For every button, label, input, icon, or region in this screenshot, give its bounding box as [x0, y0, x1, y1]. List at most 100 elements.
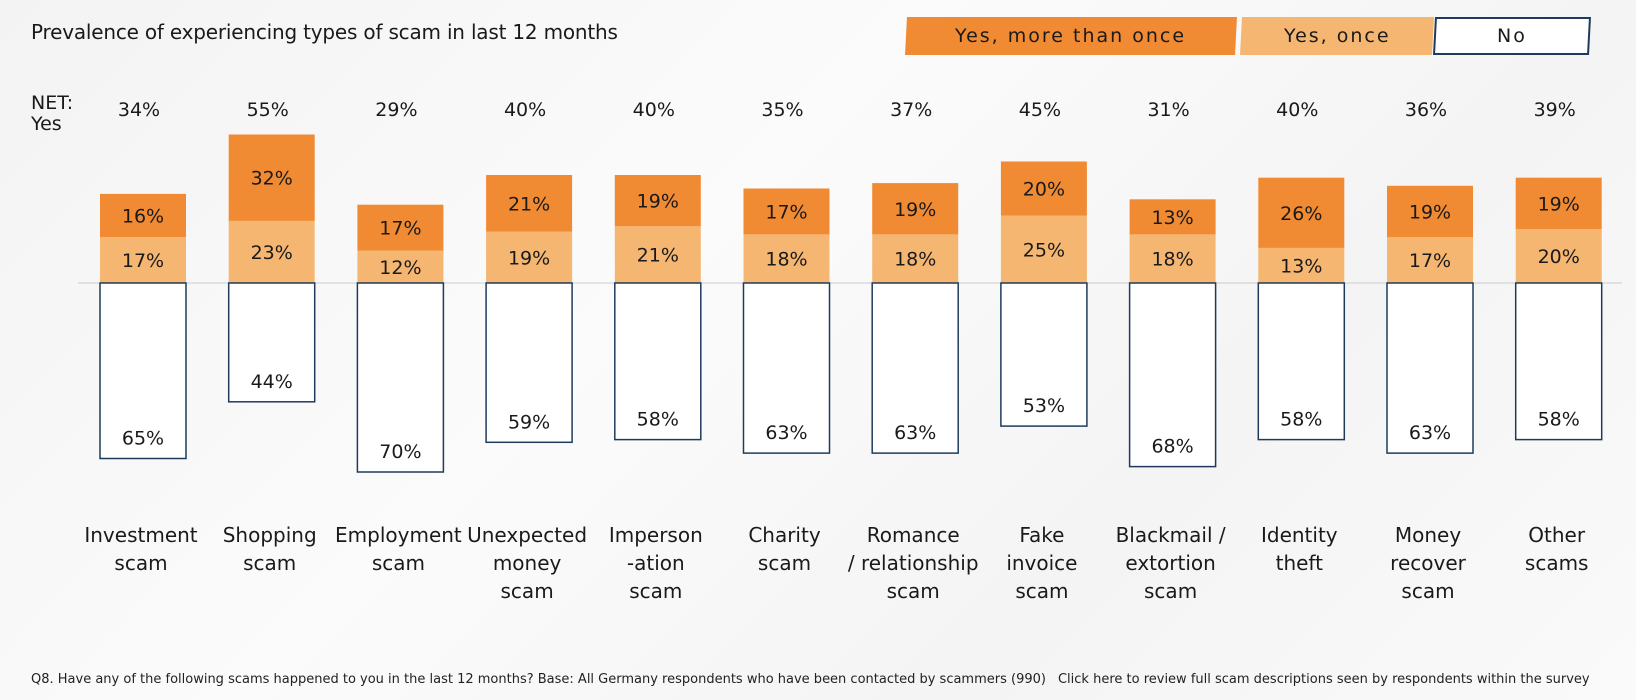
bar-yes-once [743, 234, 830, 283]
data-label-yes-more: 19% [637, 191, 679, 213]
bar-no [1128, 282, 1217, 468]
category-label: Charity [748, 523, 821, 547]
category-label: scams [1525, 551, 1589, 575]
category-label: scam [114, 551, 167, 575]
data-label-no: 58% [1280, 409, 1322, 431]
data-label-yes-once: 17% [1409, 250, 1451, 272]
net-yes-label-line: NET: [31, 92, 74, 114]
bar-no [99, 282, 187, 460]
bar-no [871, 282, 959, 454]
bar-yes-once [614, 226, 701, 283]
net-yes-value: 39% [1534, 99, 1576, 121]
data-label-no: 63% [894, 422, 936, 444]
data-label-no: 70% [379, 441, 421, 463]
data-label-no: 53% [1023, 395, 1065, 417]
bar-no [1257, 282, 1346, 441]
bar-no [1000, 282, 1088, 427]
bar-yes-more-than-once [228, 134, 315, 221]
category-label: Other [1528, 523, 1586, 547]
category-label: scam [629, 579, 682, 603]
category-label: Imperson [609, 523, 703, 547]
data-label-yes-once: 17% [122, 250, 164, 272]
data-label-yes-more: 21% [508, 193, 550, 215]
data-label-no: 59% [508, 411, 550, 433]
data-label-yes-more: 13% [1151, 207, 1193, 229]
bar-yes-more-than-once [743, 188, 830, 235]
bar-no [227, 282, 316, 403]
category-label: scam [1015, 579, 1068, 603]
category-label: scam [758, 551, 811, 575]
category-label: extortion [1125, 551, 1215, 575]
footnote: Q8. Have any of the following scams happ… [31, 672, 1590, 687]
net-yes-label: NET: Yes [31, 93, 73, 135]
net-yes-value: 55% [247, 99, 289, 121]
footnote-question: Q8. Have any of the following scams happ… [31, 672, 1046, 687]
bar-no [742, 282, 831, 454]
category-label: Blackmail / [1116, 523, 1226, 547]
bar-yes-once [486, 231, 573, 283]
data-label-yes-more: 26% [1280, 203, 1322, 225]
data-label-yes-more: 16% [122, 206, 164, 228]
category-label: scam [501, 579, 554, 603]
data-label-yes-once: 18% [894, 249, 936, 271]
category-label: Fake [1019, 523, 1064, 547]
category-label: scam [372, 551, 425, 575]
data-label-no: 44% [251, 371, 293, 393]
category-label: Shopping [223, 523, 317, 547]
bar-no [1514, 282, 1603, 441]
bar-yes-more-than-once [1129, 199, 1216, 235]
bar-yes-once [1515, 229, 1602, 283]
bar-yes-more-than-once [486, 175, 573, 232]
stacked-bar-chart: 17% 16% 65% 34% Investment scam 23% 32% 44% 55% Sh… [78, 99, 1622, 603]
bar-yes-more-than-once [100, 193, 186, 238]
data-label-no: 58% [1538, 409, 1580, 431]
category-label: recover [1390, 551, 1466, 575]
category-label: / relationship [848, 551, 979, 575]
bar-yes-once [1129, 234, 1216, 283]
bar-no [485, 282, 573, 444]
category-label: invoice [1006, 551, 1077, 575]
category-label: Money [1395, 523, 1461, 547]
category-label: Identity [1261, 523, 1338, 547]
footnote-link[interactable]: Click here to review full scam descripti… [1057, 672, 1590, 687]
category-label: scam [887, 579, 940, 603]
data-label-no: 58% [637, 409, 679, 431]
category-label: scam [243, 551, 296, 575]
net-yes-value: 29% [375, 99, 417, 121]
category-label: scam [1401, 579, 1454, 603]
bar-yes-once [872, 234, 959, 283]
bar-yes-once [357, 250, 444, 283]
bar-yes-once [100, 237, 186, 283]
data-label-yes-once: 25% [1023, 239, 1065, 261]
data-label-yes-more: 17% [765, 201, 807, 223]
data-label-yes-more: 32% [251, 168, 293, 190]
bar-yes-more-than-once [1000, 161, 1087, 216]
data-label-yes-more: 17% [379, 218, 421, 240]
bar-yes-once [1000, 215, 1087, 283]
data-label-yes-once: 13% [1280, 255, 1322, 277]
category-label: Employment [335, 523, 462, 547]
data-label-no: 63% [1409, 422, 1451, 444]
data-label-yes-once: 21% [637, 245, 679, 267]
category-label: scam [1144, 579, 1197, 603]
net-yes-value: 35% [761, 99, 803, 121]
bar-no [356, 282, 445, 473]
net-yes-value: 40% [633, 99, 675, 121]
data-label-yes-once: 18% [1151, 249, 1193, 271]
bar-yes-more-than-once [1387, 185, 1473, 238]
bar-yes-more-than-once [1515, 177, 1602, 229]
data-label-yes-once: 12% [379, 257, 421, 279]
data-label-no: 65% [122, 428, 164, 450]
data-label-yes-more: 19% [1538, 193, 1580, 215]
net-yes-label-line: Yes [31, 113, 62, 135]
category-label: -ation [627, 551, 685, 575]
bar-yes-once [1387, 237, 1473, 283]
net-yes-value: 45% [1019, 99, 1061, 121]
data-label-yes-once: 19% [508, 247, 550, 269]
net-yes-value: 40% [1276, 99, 1318, 121]
net-yes-value: 36% [1405, 99, 1447, 121]
chart-title: Prevalence of experiencing types of scam… [31, 20, 618, 44]
bar-yes-more-than-once [357, 204, 444, 251]
data-label-no: 68% [1151, 436, 1193, 458]
data-label-yes-more: 19% [1409, 201, 1451, 223]
